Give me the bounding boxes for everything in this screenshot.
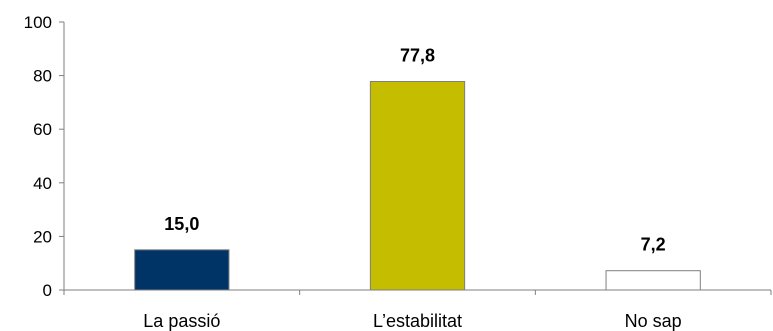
x-axis — [63, 289, 772, 295]
data-label: 77,8 — [400, 45, 435, 65]
y-tick-label: 0 — [43, 281, 52, 300]
y-tick-label: 40 — [33, 174, 52, 193]
category-label: La passió — [143, 311, 220, 331]
y-tick-label: 20 — [33, 227, 52, 246]
bar — [369, 80, 466, 291]
y-tick-label: 60 — [33, 120, 52, 139]
y-tick-label: 80 — [33, 67, 52, 86]
data-label: 15,0 — [164, 214, 199, 234]
category-label: L’estabilitat — [373, 311, 462, 331]
bar — [134, 249, 230, 291]
data-label: 7,2 — [641, 235, 666, 255]
data-labels: 15,0 77,8 7,2 — [164, 45, 665, 254]
bar — [605, 270, 701, 291]
category-label: No sap — [625, 311, 682, 331]
y-tick-label: 100 — [24, 13, 52, 32]
bars — [134, 80, 701, 291]
y-axis: 0 20 40 60 80 100 — [24, 13, 65, 300]
category-labels: La passió L’estabilitat No sap — [143, 311, 681, 331]
